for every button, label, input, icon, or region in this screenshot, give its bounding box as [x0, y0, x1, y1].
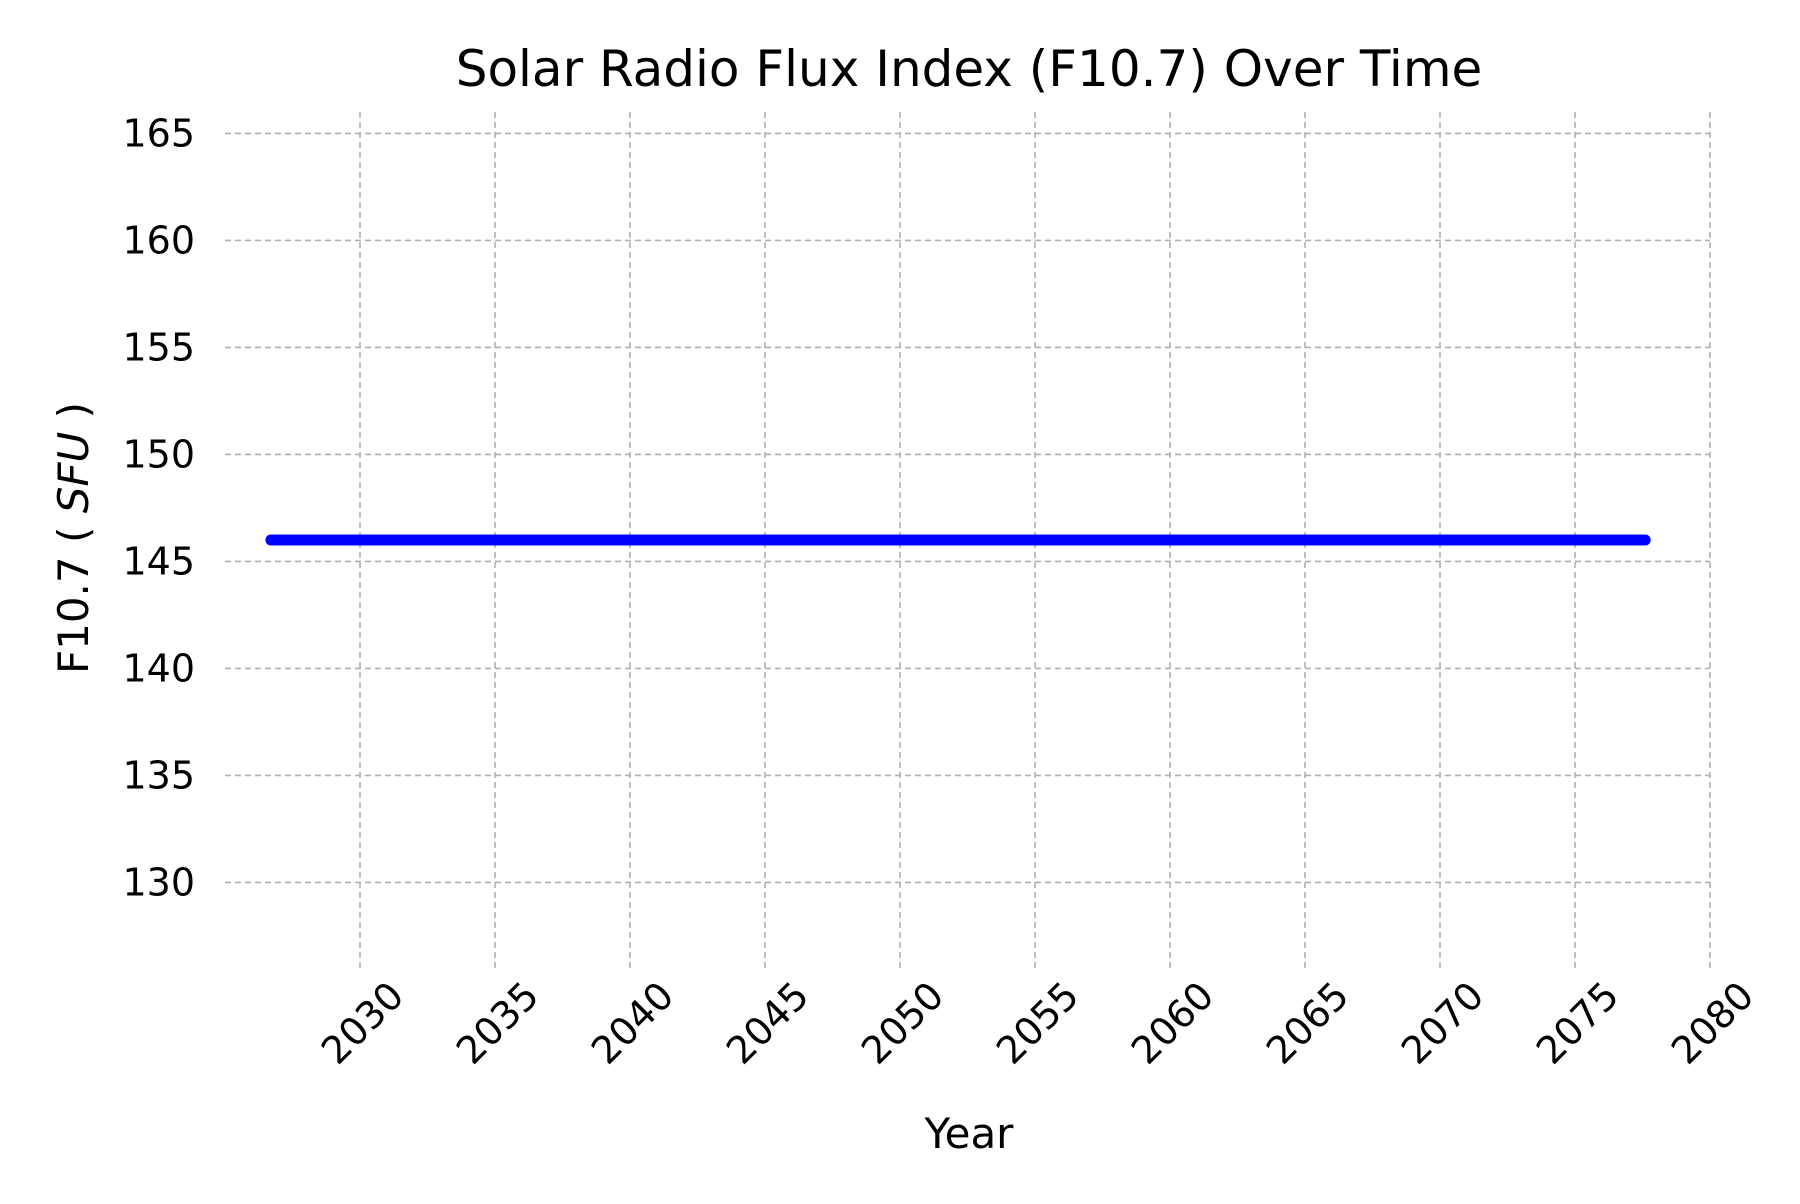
x-gridlines	[359, 112, 1711, 968]
x-tick-label-2075: 2075	[1528, 973, 1628, 1073]
x-tick-label-2070: 2070	[1393, 973, 1493, 1073]
x-tick-label-2030: 2030	[313, 973, 413, 1073]
y-tick-label-135: 135	[122, 753, 195, 797]
y-tick-label-130: 130	[122, 860, 195, 904]
y-axis-title-paren-open: (	[49, 527, 98, 543]
x-tick-label-2050: 2050	[853, 973, 953, 1073]
x-tick-label-2055: 2055	[988, 973, 1088, 1073]
x-tick-label-2060: 2060	[1123, 973, 1223, 1073]
y-axis-title-paren-close: )	[49, 402, 98, 418]
y-tick-label-145: 145	[122, 539, 195, 583]
y-tick-label-165: 165	[122, 111, 195, 155]
y-axis-title: F10.7 ( SFU )	[49, 402, 98, 674]
y-axis-title-unit: SFU	[49, 432, 98, 514]
y-gridlines	[225, 132, 1710, 884]
y-tick-labels: 130 135 140 145 150 155 160 165	[122, 111, 195, 904]
x-tick-label-2065: 2065	[1258, 973, 1358, 1073]
y-axis-title-main: F10.7	[49, 556, 98, 674]
chart-title: Solar Radio Flux Index (F10.7) Over Time	[456, 40, 1483, 98]
y-tick-label-150: 150	[122, 432, 195, 476]
x-tick-label-2040: 2040	[583, 973, 683, 1073]
x-tick-label-2035: 2035	[448, 973, 548, 1073]
x-tick-label-2080: 2080	[1663, 973, 1763, 1073]
x-tick-labels: 2030 2035 2040 2045 2050 2055 2060 2065 2070 2075…	[313, 973, 1763, 1073]
y-tick-label-140: 140	[122, 646, 195, 690]
y-tick-label-160: 160	[122, 218, 195, 262]
x-tick-label-2045: 2045	[718, 973, 818, 1073]
x-axis-title: Year	[924, 1109, 1015, 1158]
y-tick-label-155: 155	[122, 325, 195, 369]
